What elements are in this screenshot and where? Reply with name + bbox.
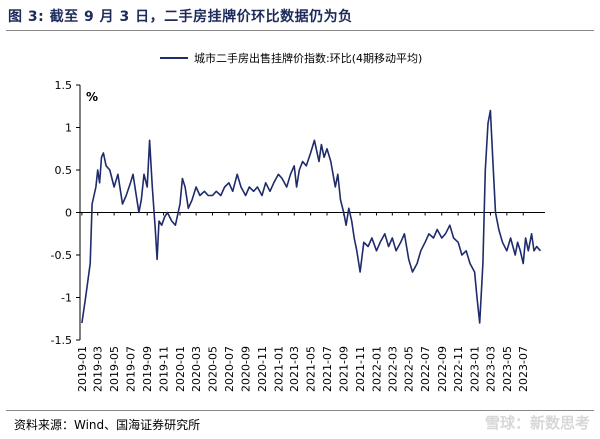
x-tick-label: 2023-07 [517,346,530,392]
y-tick-label: -1.5 [51,334,72,347]
x-tick-label: 2020-03 [190,346,203,392]
y-tick-label: 0.5 [55,164,73,177]
x-tick-label: 2022-07 [419,346,432,392]
title-divider [6,30,594,31]
x-tick-label: 2022-05 [403,346,416,392]
x-tick-label: 2020-01 [174,346,187,392]
x-tick-label: 2019-09 [141,346,154,392]
y-tick-label: 0 [65,207,72,220]
x-tick-label: 2019-05 [108,346,121,392]
x-tick-label: 2020-09 [240,346,253,392]
x-tick-label: 2021-07 [321,346,334,392]
footer-divider [6,410,594,411]
x-tick-label: 2019-11 [158,346,171,392]
y-tick-label: -0.5 [51,249,72,262]
x-tick-label: 2023-03 [484,346,497,392]
x-tick-label: 2020-07 [223,346,236,392]
x-tick-label: 2023-01 [469,346,482,392]
x-tick-label: 2023-05 [501,346,514,392]
watermark: 雪球：新数思考 [484,414,590,432]
legend-swatch [160,57,188,59]
y-tick-label: 1.5 [55,79,73,92]
x-tick-label: 2021-01 [272,346,285,392]
source-note: 资料来源：Wind、国海证券研究所 [14,418,201,432]
x-tick-label: 2020-11 [256,346,269,392]
y-tick-label: 1 [65,122,72,135]
x-tick-label: 2021-03 [288,346,301,392]
x-tick-label: 2022-11 [452,346,465,392]
x-tick-label: 2022-01 [370,346,383,392]
legend-label: 城市二手房出售挂牌价指数:环比(4期移动平均) [194,52,423,65]
x-tick-label: 2021-11 [354,346,367,392]
figure-title: 图 3: 截至 9 月 3 日，二手房挂牌价环比数据仍为负 [8,9,353,25]
x-tick-label: 2019-03 [92,346,105,392]
series-line [81,109,542,324]
x-tick-label: 2022-09 [436,346,449,392]
x-tick-label: 2021-05 [305,346,318,392]
x-tick-label: 2020-05 [207,346,220,392]
chart-legend: 城市二手房出售挂牌价指数:环比(4期移动平均) [160,50,422,66]
x-tick-label: 2019-01 [76,346,89,392]
x-tick-label: 2022-03 [386,346,399,392]
y-unit-label: % [86,90,99,104]
x-tick-label: 2019-07 [125,346,138,392]
y-tick-label: -1 [61,292,72,305]
x-tick-label: 2021-09 [338,346,351,392]
